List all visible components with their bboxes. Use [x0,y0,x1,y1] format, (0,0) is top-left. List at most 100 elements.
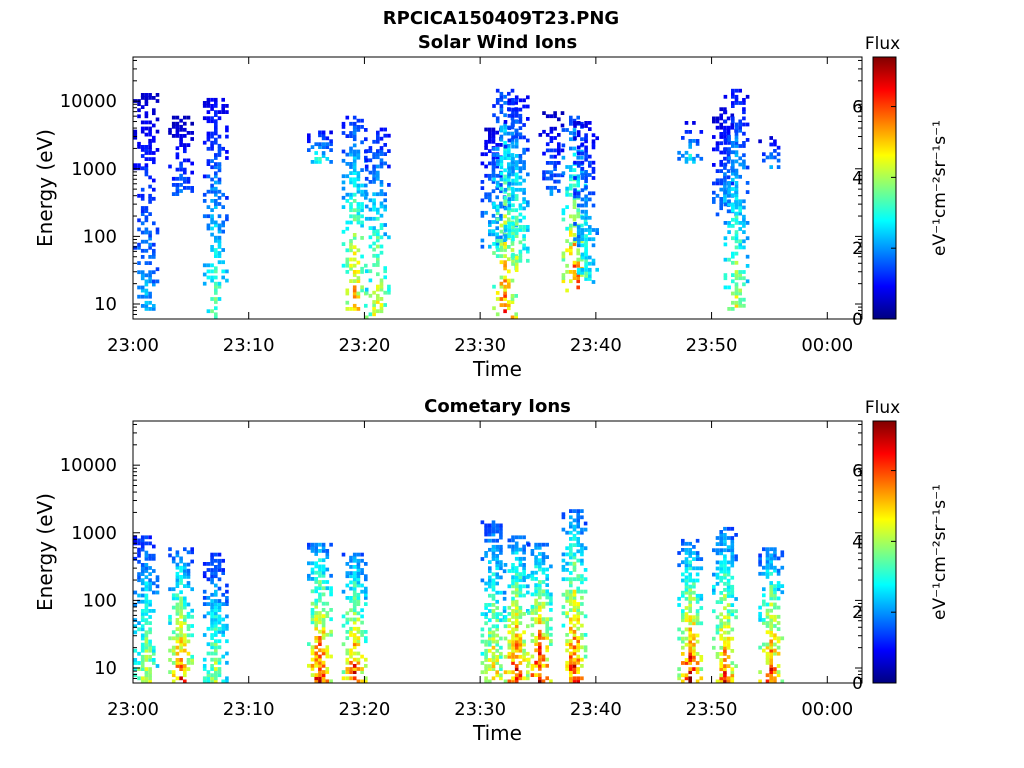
flux-cell [183,648,187,653]
flux-cell [488,149,492,153]
flux-cell [773,642,777,647]
flux-cell [352,251,357,256]
flux-cell [372,155,376,160]
flux-cell [364,204,369,209]
flux-cell [580,623,584,628]
flux-cell [321,617,326,622]
flux-cell [137,572,141,576]
flux-cell [507,211,511,216]
flux-cell [565,128,569,132]
flux-cell [731,162,735,167]
flux-cell [511,113,515,118]
flux-cell [514,639,519,644]
flux-cell [584,136,588,141]
flux-cell [545,142,550,147]
flux-cell [144,541,149,546]
flux-cell [495,538,499,543]
flux-cell [507,281,511,286]
flux-cell [742,245,746,250]
flux-cell [723,200,727,204]
flux-cell [765,614,770,619]
flux-cell [553,164,557,168]
flux-cell [588,173,592,177]
flux-cell [349,648,353,653]
flux-cell [557,189,561,193]
flux-cell [765,630,770,635]
flux-cell [576,574,580,578]
flux-cell [734,193,739,198]
flux-cell [561,592,566,597]
flux-cell [526,258,530,263]
flux-cell [140,535,145,540]
flux-cell [210,555,214,560]
flux-cell [758,553,762,558]
flux-cell [557,117,561,122]
flux-cell [583,568,588,572]
flux-cell [368,198,373,203]
flux-cell [210,134,214,139]
flux-cell [206,676,211,681]
flux-cell [731,159,735,164]
flux-cell [356,626,361,631]
flux-cell [541,657,546,662]
flux-cell [723,181,727,186]
flux-cell [345,226,350,231]
flux-cell [372,241,376,246]
flux-cell [179,127,183,132]
flux-cell [762,621,766,625]
flux-cell [499,636,503,641]
flux-cell [360,220,364,225]
flux-cell [364,676,368,681]
flux-cell [723,649,727,653]
flux-cell [572,263,577,268]
flux-cell [144,291,149,296]
flux-cell [742,153,746,158]
flux-cell [206,162,211,166]
flux-cell [137,102,141,106]
flux-cell [345,596,350,600]
flux-cell [726,159,731,164]
flux-cell [569,233,573,237]
flux-cell [511,615,515,619]
flux-cell [383,269,387,274]
flux-cell [148,630,152,635]
flux-cell [352,577,357,582]
flux-cell [773,556,777,561]
flux-cell [356,571,361,575]
flux-cell [565,288,569,293]
flux-cell [383,152,387,156]
flux-cell [491,213,496,218]
flux-cell [364,290,369,295]
flux-cell [507,605,512,610]
flux-cell [210,140,214,145]
flux-cell [488,523,492,528]
flux-cell [776,605,781,610]
burst-12 [758,547,785,684]
flux-cell [352,137,357,142]
flux-cell [561,577,566,582]
flux-cell [318,573,322,578]
flux-cell [734,202,739,207]
flux-cell [325,136,330,141]
flux-cell [225,676,229,681]
flux-cell [225,214,229,219]
flux-cell [152,123,156,128]
flux-cell [221,630,225,634]
flux-cell [364,303,368,308]
flux-cell [569,174,573,179]
flux-cell [217,245,222,249]
flux-cell [214,608,218,613]
flux-cell [314,561,318,566]
flux-cell [217,177,222,182]
flux-cell [719,566,723,571]
flux-cell [314,601,318,606]
flux-cell [133,673,138,678]
flux-cell [699,156,704,161]
flux-cell [376,253,380,258]
flux-cell [773,139,777,144]
flux-cell [356,260,361,265]
flux-cell [510,88,515,93]
flux-cell [480,670,485,675]
flux-cell [561,257,566,262]
flux-cell [507,147,511,151]
